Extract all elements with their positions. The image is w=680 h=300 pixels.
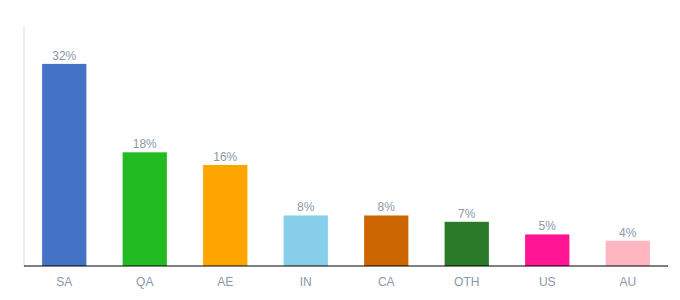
- y-axis-line: [24, 26, 25, 266]
- x-axis-line: [24, 265, 668, 266]
- data-label: 18%: [133, 137, 157, 151]
- chart-container: 32% SA 18% QA 16% AE 8% IN 8% CA 7% OTH 5% US 4% AU: [0, 0, 680, 300]
- data-label: 8%: [297, 200, 315, 214]
- data-label: 8%: [378, 200, 396, 214]
- bar: [606, 241, 650, 266]
- x-tick-label: AE: [217, 275, 233, 289]
- data-label: 16%: [213, 150, 237, 164]
- chart-svg: 32% SA 18% QA 16% AE 8% IN 8% CA 7% OTH 5% US 4% AU: [0, 0, 680, 300]
- data-label: 32%: [52, 49, 76, 63]
- x-tick-label: IN: [300, 275, 312, 289]
- bar: [445, 222, 489, 266]
- bar: [525, 234, 569, 266]
- x-tick-label: OTH: [454, 275, 479, 289]
- data-label: 5%: [539, 219, 557, 233]
- data-label: 4%: [619, 226, 637, 240]
- data-label: 7%: [458, 207, 476, 221]
- bar: [123, 152, 167, 266]
- bar: [42, 64, 86, 266]
- x-tick-label: US: [539, 275, 556, 289]
- bars: [42, 64, 650, 266]
- bar: [284, 215, 328, 266]
- bar: [364, 215, 408, 266]
- x-tick-label: QA: [136, 275, 153, 289]
- bar: [203, 165, 247, 266]
- x-tick-label: CA: [378, 275, 395, 289]
- x-tick-label: AU: [619, 275, 636, 289]
- x-tick-label: SA: [56, 275, 72, 289]
